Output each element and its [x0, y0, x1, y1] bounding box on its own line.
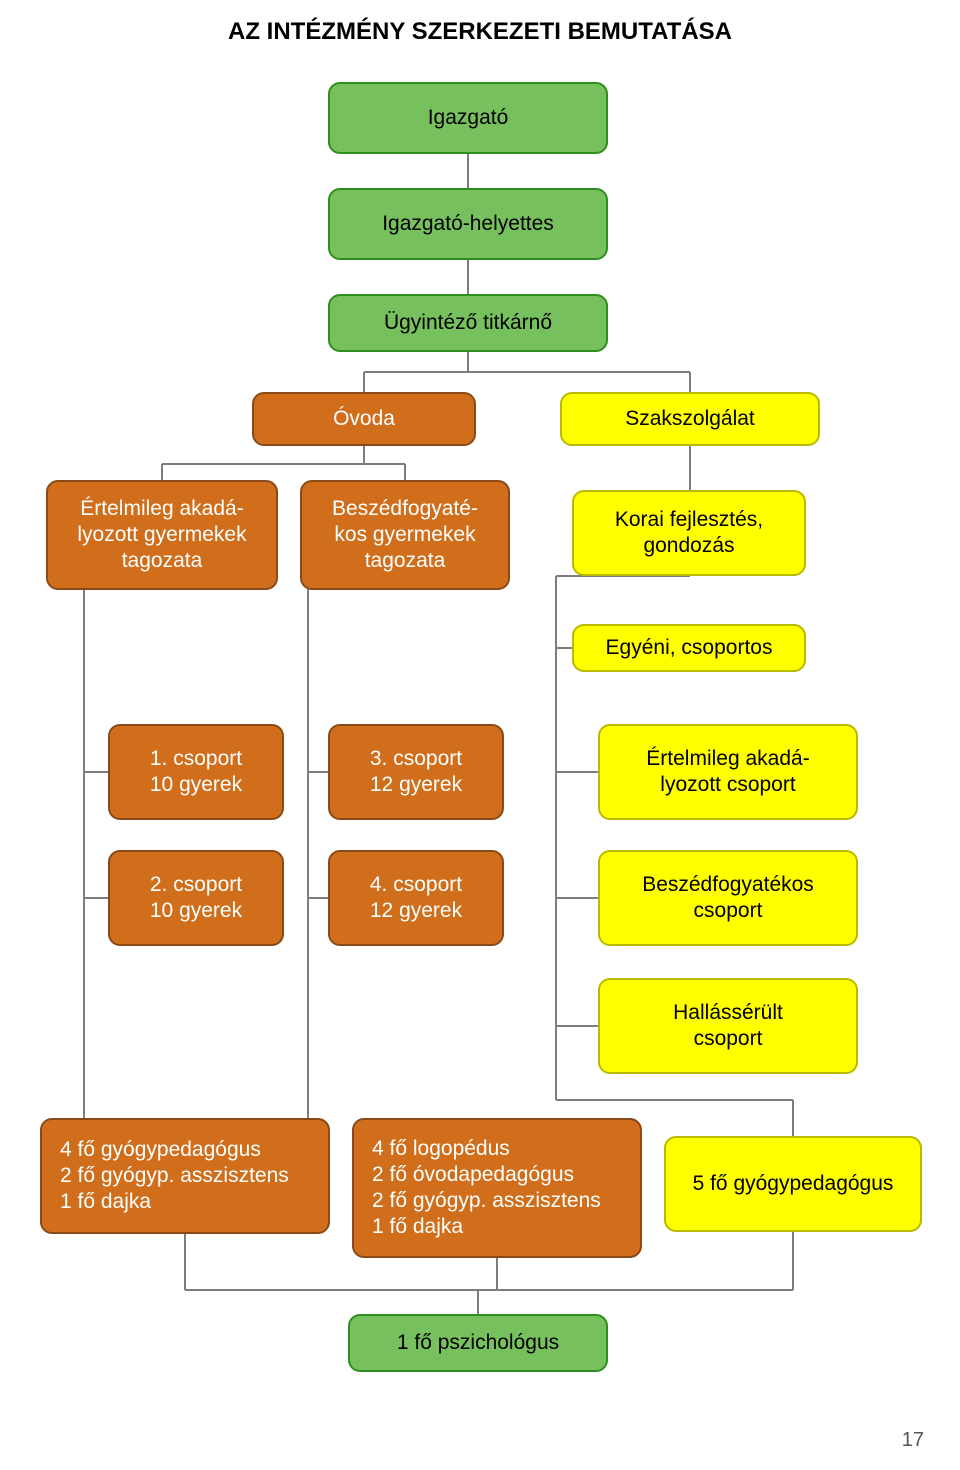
node-beszed-csop: Beszédfogyatékos csoport — [598, 850, 858, 946]
page-title: AZ INTÉZMÉNY SZERKEZETI BEMUTATÁSA — [0, 18, 960, 46]
node-ovoda: Óvoda — [252, 392, 476, 446]
node-csop1: 1. csoport 10 gyerek — [108, 724, 284, 820]
node-csop3: 3. csoport 12 gyerek — [328, 724, 504, 820]
node-szakszolgalat: Szakszolgálat — [560, 392, 820, 446]
node-hallas-csop: Hallássérült csoport — [598, 978, 858, 1074]
node-csop4: 4. csoport 12 gyerek — [328, 850, 504, 946]
org-chart: AZ INTÉZMÉNY SZERKEZETI BEMUTATÁSA — [0, 0, 960, 1470]
node-titkarno: Ügyintéző titkárnő — [328, 294, 608, 352]
node-egyeni: Egyéni, csoportos — [572, 624, 806, 672]
node-staff2: 4 fő logopédus 2 fő óvodapedagógus 2 fő … — [352, 1118, 642, 1258]
node-beszed-tag: Beszédfogyaté- kos gyermekek tagozata — [300, 480, 510, 590]
node-csop2: 2. csoport 10 gyerek — [108, 850, 284, 946]
node-pszich: 1 fő pszichológus — [348, 1314, 608, 1372]
node-igazgato: Igazgató — [328, 82, 608, 154]
node-staff3: 5 fő gyógypedagógus — [664, 1136, 922, 1232]
node-ertelmi-csop: Értelmileg akadá- lyozott csoport — [598, 724, 858, 820]
node-staff1: 4 fő gyógypedagógus 2 fő gyógyp. asszisz… — [40, 1118, 330, 1234]
page-number: 17 — [902, 1429, 924, 1452]
node-ertelmi-tag: Értelmileg akadá- lyozott gyermekek tago… — [46, 480, 278, 590]
node-helyettes: Igazgató-helyettes — [328, 188, 608, 260]
node-korai: Korai fejlesztés, gondozás — [572, 490, 806, 576]
